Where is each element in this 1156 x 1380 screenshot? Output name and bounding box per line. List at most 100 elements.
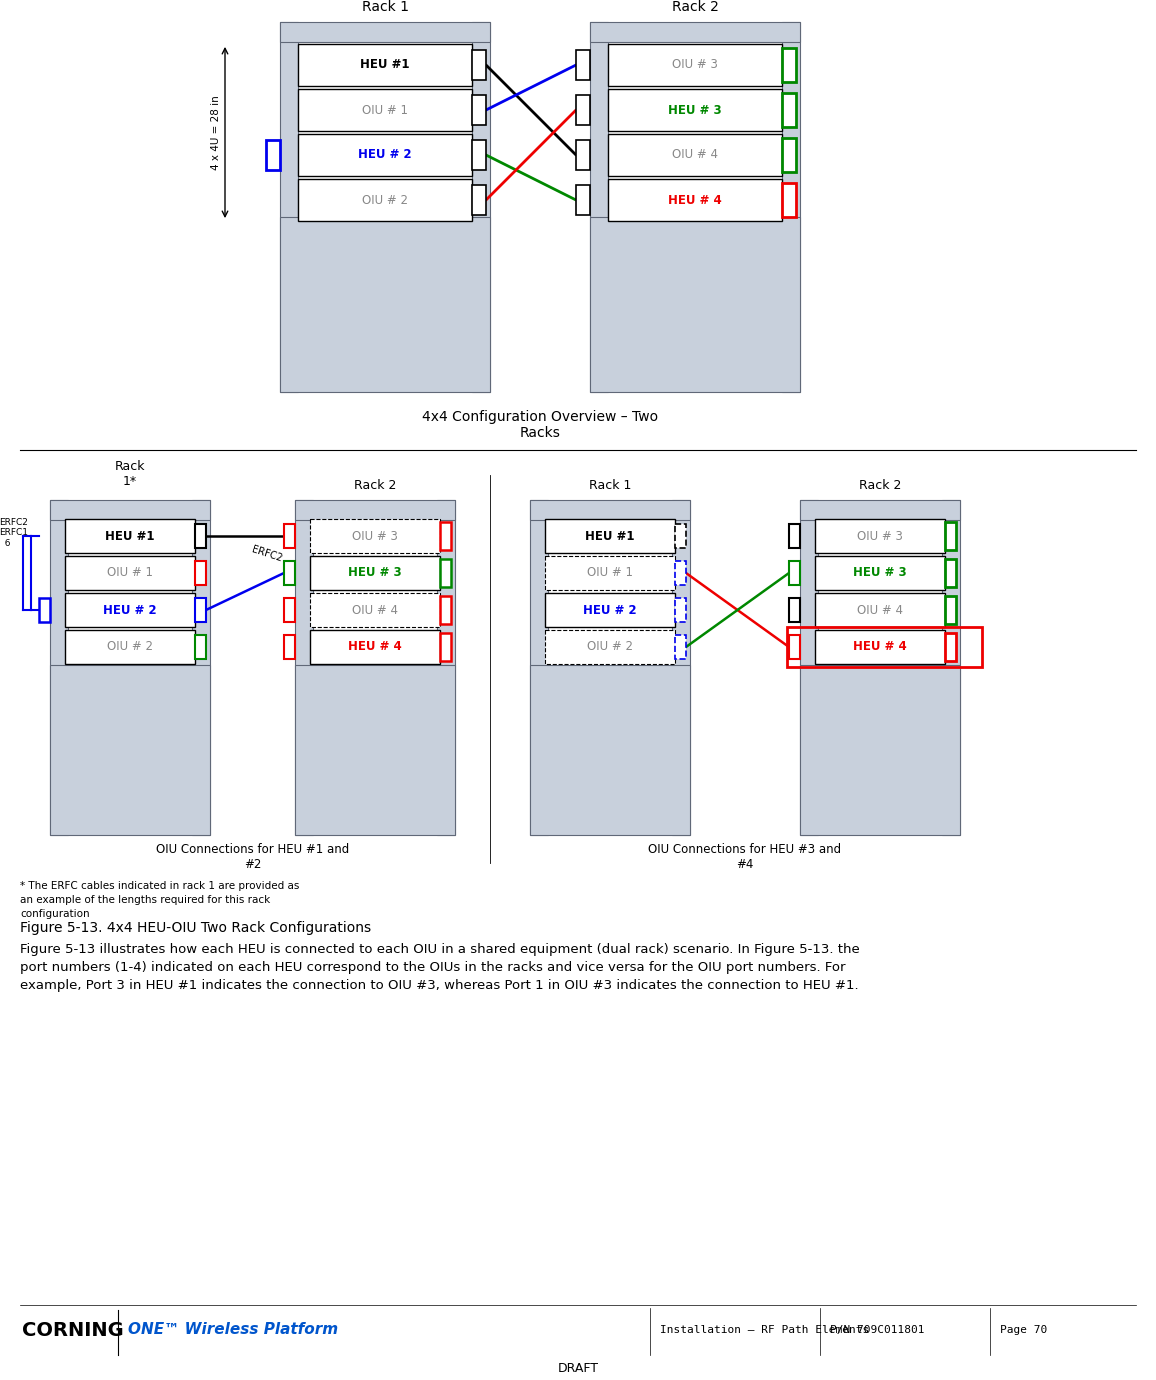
Bar — [65, 519, 195, 553]
Bar — [608, 179, 781, 221]
Bar — [310, 519, 440, 553]
Bar — [472, 185, 486, 215]
Text: HEU #1: HEU #1 — [105, 530, 155, 542]
Text: DRAFT: DRAFT — [557, 1362, 599, 1374]
Text: Figure 5-13. 4x4 HEU-OIU Two Rack Configurations: Figure 5-13. 4x4 HEU-OIU Two Rack Config… — [20, 920, 371, 936]
Bar — [675, 562, 686, 585]
Bar — [944, 522, 956, 551]
Bar — [781, 48, 796, 81]
Bar — [608, 134, 781, 177]
Text: example, Port 3 in HEU #1 indicates the connection to OIU #3, whereas Port 1 in : example, Port 3 in HEU #1 indicates the … — [20, 978, 859, 992]
Bar — [800, 500, 818, 835]
Text: ERFC2
ERFC1
  6: ERFC2 ERFC1 6 — [0, 518, 28, 548]
Text: configuration: configuration — [20, 909, 90, 919]
Bar — [790, 562, 800, 585]
Bar — [944, 559, 956, 586]
Text: Rack
1*: Rack 1* — [114, 460, 146, 489]
Bar — [310, 556, 440, 591]
Bar — [195, 562, 206, 585]
Bar — [576, 185, 590, 215]
Text: HEU # 4: HEU # 4 — [348, 640, 402, 654]
Bar — [65, 631, 195, 664]
Bar — [437, 500, 455, 835]
Bar — [608, 88, 781, 131]
Text: HEU # 4: HEU # 4 — [668, 193, 721, 207]
Text: Rack 2: Rack 2 — [672, 0, 718, 14]
Bar — [790, 524, 800, 548]
Bar — [298, 88, 472, 131]
Bar — [529, 665, 690, 835]
Bar — [472, 50, 486, 80]
Bar — [790, 635, 800, 660]
Bar — [781, 184, 796, 217]
Bar — [68, 520, 192, 665]
Bar — [295, 500, 455, 520]
Text: 4 x 4U = 28 in: 4 x 4U = 28 in — [212, 95, 221, 170]
Text: HEU # 3: HEU # 3 — [668, 104, 721, 116]
Text: HEU # 2: HEU # 2 — [358, 149, 412, 161]
Bar — [800, 665, 959, 835]
Text: Rack 2: Rack 2 — [859, 479, 902, 493]
Bar — [548, 520, 672, 665]
Bar — [280, 22, 298, 392]
Bar — [675, 635, 686, 660]
Bar — [608, 44, 781, 86]
Bar — [781, 138, 796, 172]
Bar — [472, 139, 486, 170]
Text: Racks: Racks — [519, 426, 561, 440]
Bar — [576, 139, 590, 170]
Bar — [815, 631, 944, 664]
Bar — [672, 500, 690, 835]
Bar — [50, 665, 210, 835]
Bar — [310, 631, 440, 664]
Text: Figure 5-13 illustrates how each HEU is connected to each OIU in a shared equipm: Figure 5-13 illustrates how each HEU is … — [20, 943, 860, 956]
Text: OIU # 3: OIU # 3 — [857, 530, 903, 542]
Bar — [195, 524, 206, 548]
Bar — [440, 633, 451, 661]
Bar — [608, 41, 781, 217]
Bar — [815, 556, 944, 591]
Text: CORNING: CORNING — [22, 1321, 124, 1340]
Bar — [195, 598, 206, 622]
Bar — [787, 627, 981, 667]
Text: OIU # 4: OIU # 4 — [857, 603, 903, 617]
Text: ONE™ Wireless Platform: ONE™ Wireless Platform — [128, 1322, 338, 1337]
Text: OIU Connections for HEU #3 and
#4: OIU Connections for HEU #3 and #4 — [649, 843, 842, 871]
Text: OIU # 1: OIU # 1 — [108, 567, 153, 580]
Bar — [590, 22, 608, 392]
Text: HEU #1: HEU #1 — [585, 530, 635, 542]
Text: Rack 1: Rack 1 — [588, 479, 631, 493]
Bar — [590, 22, 800, 41]
Bar — [472, 95, 486, 126]
Bar — [195, 635, 206, 660]
Bar — [818, 520, 942, 665]
Bar — [280, 217, 490, 392]
Bar — [298, 134, 472, 177]
Text: HEU # 3: HEU # 3 — [853, 567, 906, 580]
Bar — [944, 633, 956, 661]
Bar — [266, 139, 280, 170]
Text: OIU # 4: OIU # 4 — [351, 603, 398, 617]
Bar — [942, 500, 959, 835]
Bar — [280, 22, 490, 41]
Text: 4x4 Configuration Overview – Two: 4x4 Configuration Overview – Two — [422, 410, 658, 424]
Bar — [544, 593, 675, 627]
Bar — [310, 593, 440, 627]
Bar — [298, 44, 472, 86]
Bar — [675, 598, 686, 622]
Bar — [544, 631, 675, 664]
Bar — [440, 559, 451, 586]
Bar — [284, 524, 295, 548]
Text: HEU # 4: HEU # 4 — [853, 640, 906, 654]
Bar — [529, 500, 548, 835]
Bar — [298, 41, 472, 217]
Text: Installation – RF Path Elements: Installation – RF Path Elements — [660, 1325, 869, 1334]
Text: HEU # 2: HEU # 2 — [583, 603, 637, 617]
Bar — [544, 519, 675, 553]
Bar — [781, 92, 796, 127]
Bar — [192, 500, 210, 835]
Text: OIU # 3: OIU # 3 — [353, 530, 398, 542]
Text: ERFC2: ERFC2 — [250, 545, 283, 564]
Text: OIU # 3: OIU # 3 — [672, 58, 718, 72]
Bar — [284, 635, 295, 660]
